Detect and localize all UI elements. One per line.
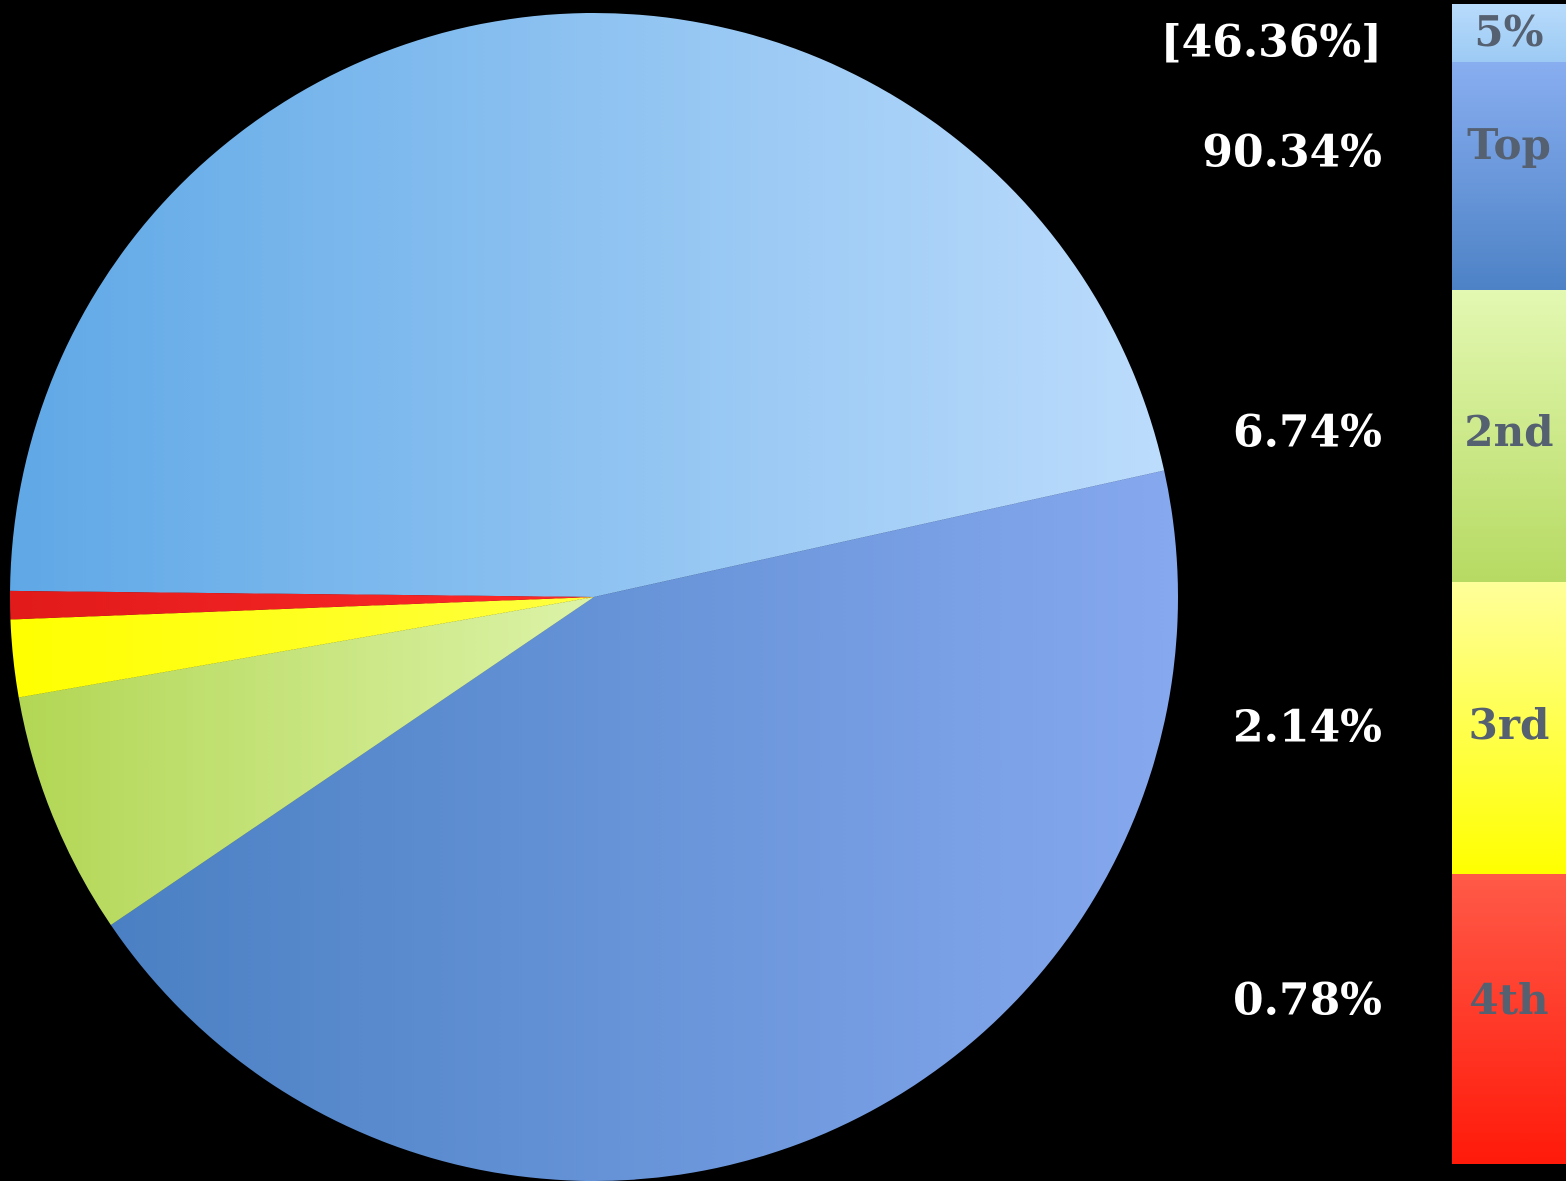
legend-label-2nd: 2nd — [1464, 407, 1553, 456]
pie-slice-2nd — [18, 597, 594, 926]
value-label-4th: 0.78% — [1233, 975, 1382, 1026]
legend-label-4th: 4th — [1469, 975, 1548, 1024]
legend-swatch-5 — [1452, 4, 1566, 62]
value-labels: [46.36%] 90.34% 6.74% 2.14% 0.78% — [1161, 17, 1382, 1026]
legend: 5% Top 2nd 3rd 4th — [1452, 4, 1566, 1164]
value-label-top: 90.34% — [1202, 127, 1382, 178]
legend-label-5: 5% — [1474, 7, 1543, 56]
legend-label-top: Top — [1467, 120, 1551, 169]
value-label-2nd: 6.74% — [1233, 407, 1382, 458]
pie-slice-5 — [10, 12, 1165, 597]
pie-slice-4th — [9, 590, 594, 620]
legend-swatch-2nd — [1452, 290, 1566, 582]
legend-swatch-4th — [1452, 874, 1566, 1164]
legend-swatch-top — [1452, 62, 1566, 290]
pie-slices — [9, 12, 1178, 1181]
legend-swatch-3rd — [1452, 582, 1566, 874]
value-label-3rd: 2.14% — [1233, 702, 1382, 753]
legend-label-3rd: 3rd — [1469, 700, 1550, 749]
value-label-5: [46.36%] — [1161, 17, 1382, 68]
pie-slice-3rd — [10, 597, 594, 698]
pie-slice-top — [110, 470, 1178, 1181]
